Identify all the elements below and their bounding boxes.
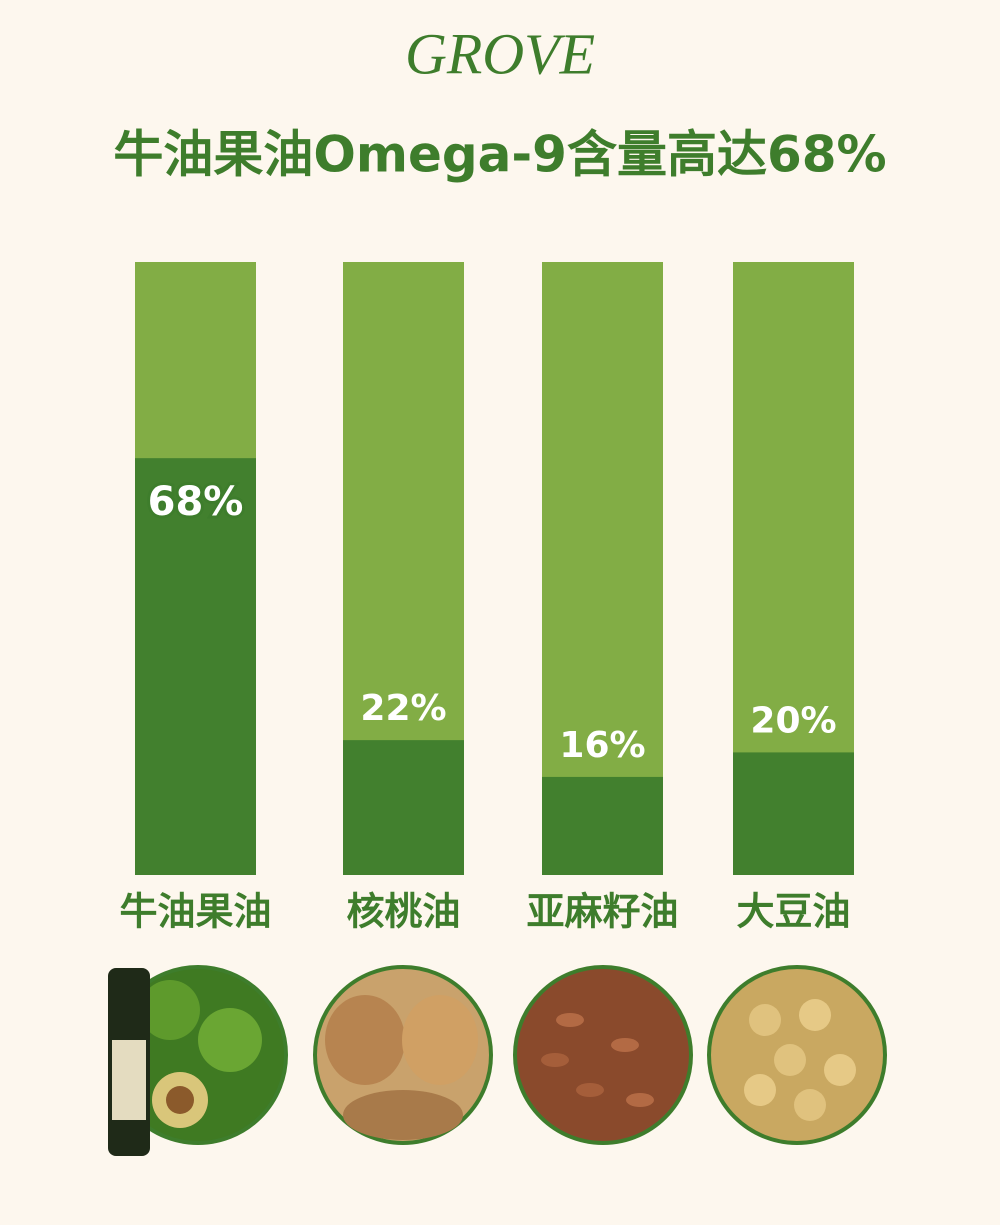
bar	[135, 458, 256, 875]
category-label: 亚麻籽油	[526, 890, 678, 934]
bar-track	[542, 262, 663, 875]
chart-title: 牛油果油Omega-9含量高达68%	[113, 126, 886, 184]
value-label: 20%	[750, 700, 836, 741]
avocado-image	[108, 965, 288, 1156]
bar	[733, 752, 854, 875]
value-label: 68%	[148, 479, 244, 525]
bar	[542, 776, 663, 875]
soybean-image	[707, 965, 887, 1145]
logo: GROVE	[405, 21, 595, 86]
category-label: 核桃油	[346, 890, 460, 934]
flaxseed-image	[513, 965, 693, 1145]
category-label: 大豆油	[736, 890, 850, 934]
value-label: 16%	[559, 725, 645, 766]
images	[108, 965, 887, 1156]
category-label: 牛油果油	[119, 890, 271, 934]
walnut-image	[313, 965, 493, 1145]
bar	[343, 740, 464, 875]
value-label: 22%	[360, 688, 446, 729]
